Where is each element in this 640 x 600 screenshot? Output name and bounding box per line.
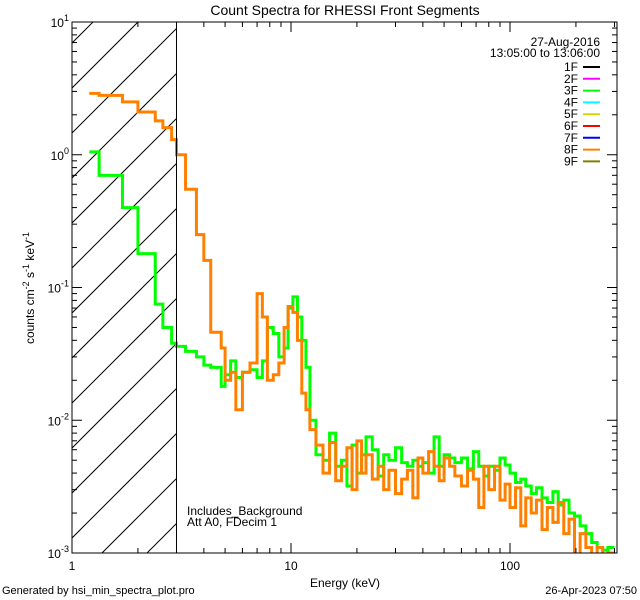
y-tick-label: 101 [51, 13, 69, 30]
y-tick-label: 10-2 [48, 411, 69, 428]
legend-label-4F: 4F [564, 95, 578, 109]
legend-label-7F: 7F [564, 131, 578, 145]
x-tick-label: 100 [500, 559, 520, 573]
series-line-8F [89, 91, 615, 553]
series-group [89, 91, 615, 553]
legend-label-9F: 9F [564, 154, 578, 168]
legend-label-3F: 3F [564, 84, 578, 98]
legend-label-6F: 6F [564, 119, 578, 133]
x-tick-label: 1 [69, 559, 76, 573]
excluded-region-hatch [0, 22, 617, 553]
hatch-line [0, 22, 3, 553]
x-axis-label: Energy (keV) [310, 576, 380, 590]
legend-label-8F: 8F [564, 143, 578, 157]
y-tick-label: 10-3 [48, 544, 69, 561]
legend-label-5F: 5F [564, 107, 578, 121]
legend-label-1F: 1F [564, 60, 578, 74]
chart-title: Count Spectra for RHESSI Front Segments [210, 2, 479, 18]
axis-ticks: 1 10 100 101 100 10-1 10-2 10-3 [48, 13, 617, 573]
hatch-mask [176, 22, 617, 553]
x-tick-label: 10 [284, 559, 298, 573]
y-tick-label: 100 [51, 146, 69, 163]
hatch-line [72, 22, 184, 134]
annotation-background: Includes_Background [187, 504, 302, 518]
annotation-attenuator: Att A0, FDecim 1 [187, 515, 277, 529]
footer-generated-by: Generated by hsi_min_spectra_plot.pro [2, 585, 195, 597]
legend-time-range: 13:05:00 to 13:06:00 [490, 46, 600, 60]
legend-date: 27-Aug-2016 [531, 35, 601, 49]
y-axis-label: counts cm-2 s-1 keV-1 [21, 232, 37, 344]
footer-timestamp: 26-Apr-2023 07:50 [545, 585, 637, 597]
y-tick-label: 10-1 [48, 279, 69, 296]
legend-label-2F: 2F [564, 72, 578, 86]
